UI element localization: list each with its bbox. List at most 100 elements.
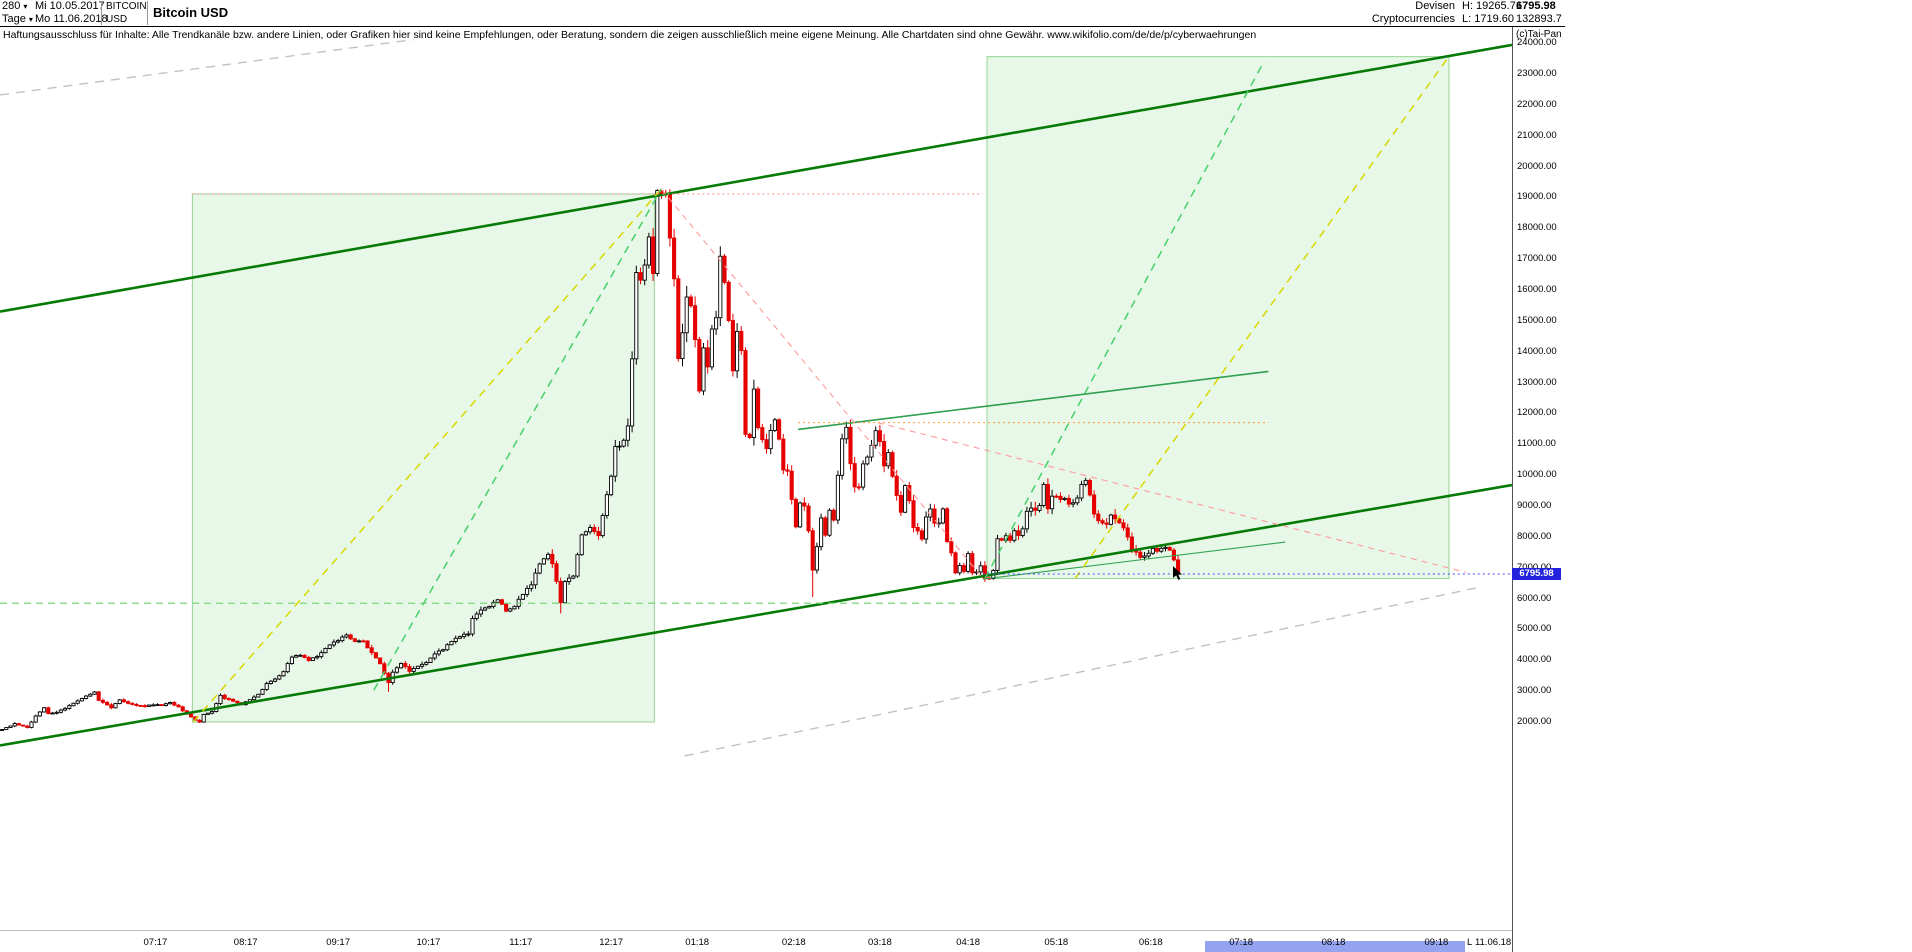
candle	[541, 557, 546, 565]
upper-channel-trendline	[0, 43, 1512, 313]
candle	[428, 657, 433, 663]
candle	[1012, 528, 1017, 543]
candle	[814, 542, 819, 574]
candle	[79, 697, 84, 702]
candle	[630, 351, 635, 433]
y-axis-label: 21000.00	[1517, 129, 1557, 141]
y-axis-label: 10000.00	[1517, 469, 1557, 481]
chart-plot-area[interactable]	[0, 40, 1512, 930]
candle	[1159, 546, 1164, 553]
candle	[852, 457, 857, 493]
candle	[88, 693, 93, 698]
candle	[961, 562, 966, 574]
y-axis-label: 24000.00	[1517, 37, 1557, 49]
candle	[588, 524, 593, 535]
candle	[970, 550, 975, 576]
candle	[432, 651, 437, 661]
candle	[819, 513, 824, 551]
candle	[105, 701, 110, 706]
candle	[336, 638, 341, 644]
candle	[978, 561, 983, 576]
candle	[42, 707, 47, 713]
y-axis-label: 16000.00	[1517, 283, 1557, 295]
future-range-scrollbar[interactable]	[1205, 941, 1465, 952]
period-dropdown[interactable]: Tage ▾	[2, 13, 33, 26]
candle	[420, 661, 425, 669]
candle	[600, 513, 605, 538]
candle	[877, 424, 882, 447]
x-axis-label: 10:17	[416, 937, 441, 948]
recent-support-trendline	[982, 541, 1286, 580]
candle	[520, 593, 525, 600]
candle	[642, 259, 647, 286]
candle	[327, 644, 332, 650]
trendlines	[0, 40, 1512, 757]
candle	[575, 552, 580, 578]
x-axis-label: 04:18	[956, 937, 980, 948]
candle	[168, 701, 173, 705]
lower-channel-trendline	[0, 483, 1512, 747]
candle	[470, 615, 475, 637]
candle	[373, 652, 378, 659]
candle	[58, 708, 63, 714]
y-axis-label: 11000.00	[1517, 438, 1556, 450]
candle	[75, 699, 80, 705]
candle	[8, 725, 13, 729]
candle	[155, 703, 160, 707]
candle	[625, 418, 630, 447]
candle	[793, 497, 798, 529]
candle	[512, 605, 517, 610]
x-axis-label: 05:18	[1044, 937, 1069, 948]
candle	[407, 664, 412, 674]
candle	[1037, 503, 1042, 513]
candle	[735, 323, 740, 378]
candle	[802, 497, 807, 511]
candle	[810, 527, 815, 598]
bars-count-value: 280	[2, 0, 21, 12]
y-axis-label: 22000.00	[1517, 98, 1557, 110]
fan1-green-dashed	[373, 188, 663, 691]
candle	[504, 602, 509, 613]
y-axis-label: 15000.00	[1517, 314, 1557, 326]
candle	[655, 189, 660, 277]
candle	[176, 704, 181, 708]
candle	[159, 703, 164, 707]
candle	[693, 296, 698, 348]
candle	[54, 710, 59, 715]
candle	[1008, 532, 1013, 543]
candle	[777, 418, 782, 441]
y-axis-label: 2000.00	[1517, 716, 1552, 727]
volume-label: 132893.7	[1516, 13, 1562, 25]
candle	[319, 650, 324, 659]
symbol-label: BITCOIN	[106, 1, 147, 12]
x-axis-label: 08:17	[233, 937, 258, 948]
candle	[67, 704, 72, 710]
candle	[848, 419, 853, 471]
candle	[25, 724, 30, 729]
candle	[844, 421, 849, 444]
candle	[499, 598, 504, 606]
candle	[1020, 526, 1025, 538]
price-axis[interactable]: 24000.00 23000.00 22000.00 21000.00 20000.00…	[1515, 37, 1577, 930]
x-axis-label: 07:18	[1229, 937, 1253, 948]
candle	[882, 434, 887, 473]
candle	[550, 549, 555, 569]
candle	[205, 712, 210, 715]
candle	[294, 654, 299, 659]
candle	[29, 720, 34, 729]
candle	[924, 511, 929, 544]
candle	[898, 491, 903, 516]
candle	[609, 474, 614, 497]
candle	[92, 691, 97, 696]
candle	[730, 313, 735, 377]
candle	[348, 633, 353, 640]
candle	[21, 724, 26, 727]
candle	[651, 228, 656, 282]
time-axis[interactable]: L 11.06.18 07:17 08:17 09:17 10:17 11:17 12:1…	[0, 930, 1565, 952]
candle	[571, 574, 576, 580]
candle	[235, 700, 240, 704]
bars-count-dropdown[interactable]: 280 ▾	[2, 0, 27, 13]
highlight-box-apr18-future	[986, 56, 1450, 580]
candle	[747, 432, 752, 439]
candle	[365, 640, 370, 649]
